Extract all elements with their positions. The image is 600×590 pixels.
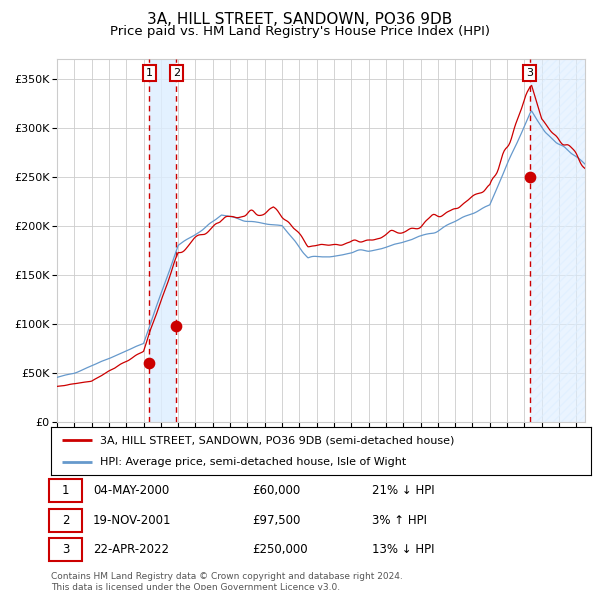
Text: £250,000: £250,000 (252, 543, 308, 556)
Text: 2: 2 (62, 513, 69, 527)
Text: 3: 3 (526, 68, 533, 78)
Text: 3A, HILL STREET, SANDOWN, PO36 9DB (semi-detached house): 3A, HILL STREET, SANDOWN, PO36 9DB (semi… (100, 435, 454, 445)
Text: 21% ↓ HPI: 21% ↓ HPI (372, 484, 434, 497)
Text: Price paid vs. HM Land Registry's House Price Index (HPI): Price paid vs. HM Land Registry's House … (110, 25, 490, 38)
Point (172, 322, 181, 331)
Text: 3% ↑ HPI: 3% ↑ HPI (372, 513, 427, 527)
Text: 1: 1 (62, 484, 69, 497)
Point (525, 172, 535, 181)
Text: 13% ↓ HPI: 13% ↓ HPI (372, 543, 434, 556)
Text: 3A, HILL STREET, SANDOWN, PO36 9DB: 3A, HILL STREET, SANDOWN, PO36 9DB (148, 12, 452, 27)
Text: HPI: Average price, semi-detached house, Isle of Wight: HPI: Average price, semi-detached house,… (100, 457, 406, 467)
Text: 3: 3 (62, 543, 69, 556)
Bar (149, 59, 176, 422)
Bar (530, 59, 585, 422)
Text: 1: 1 (146, 68, 153, 78)
Text: Contains HM Land Registry data © Crown copyright and database right 2024.
This d: Contains HM Land Registry data © Crown c… (51, 572, 403, 590)
Text: 04-MAY-2000: 04-MAY-2000 (93, 484, 169, 497)
Text: £97,500: £97,500 (252, 513, 301, 527)
Text: 2: 2 (173, 68, 180, 78)
Text: £60,000: £60,000 (252, 484, 300, 497)
Text: 22-APR-2022: 22-APR-2022 (93, 543, 169, 556)
Point (145, 358, 154, 368)
Text: 19-NOV-2001: 19-NOV-2001 (93, 513, 172, 527)
